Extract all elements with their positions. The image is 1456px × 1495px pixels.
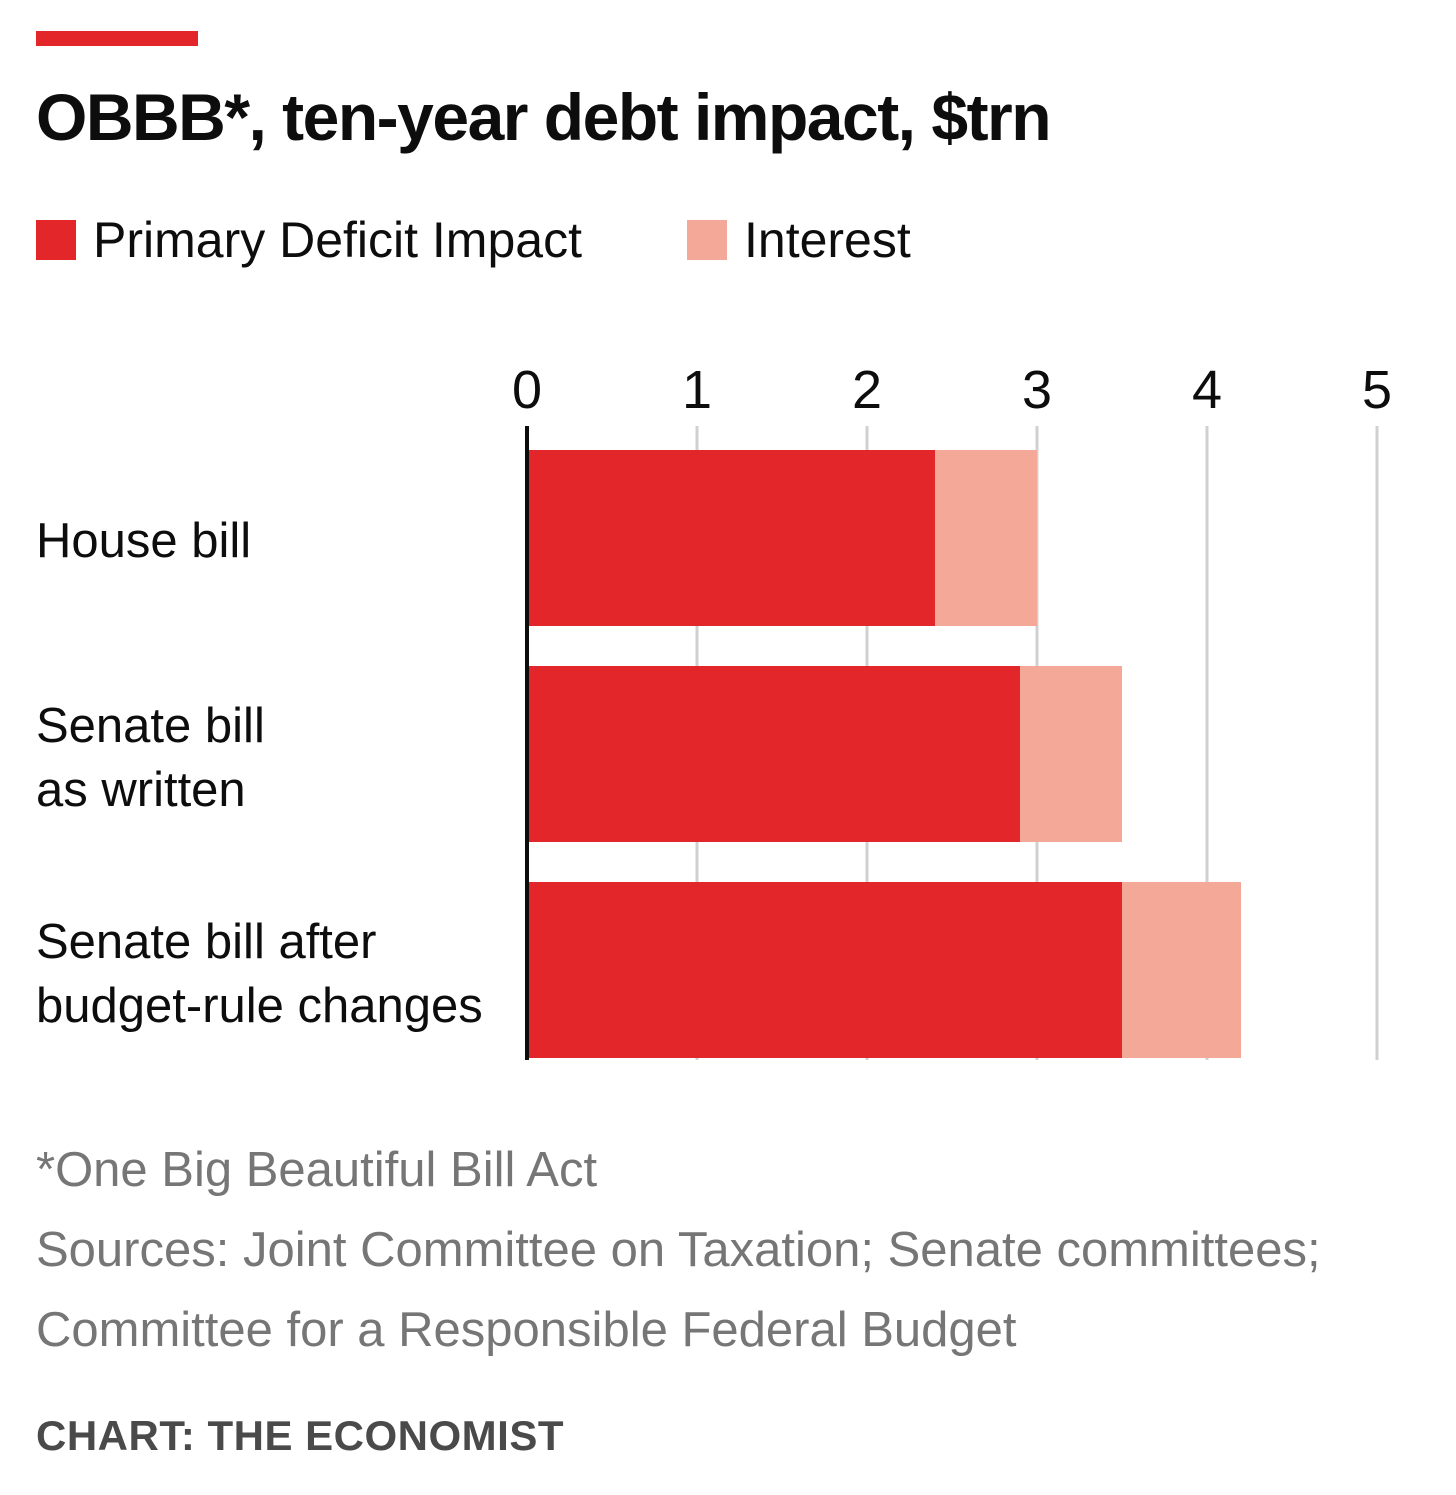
x-tick-label: 1 [682,360,712,420]
bar-primary [527,666,1020,842]
bar-interest [935,450,1037,626]
x-tick-label: 5 [1362,360,1392,420]
category-label-line: Senate bill [36,699,265,753]
category-label-line: as written [36,763,246,817]
legend-label-primary: Primary Deficit Impact [93,212,582,268]
bar-primary [527,450,935,626]
accent-bar [36,31,198,46]
legend-swatch-primary [36,220,76,260]
category-label-senate-written: Senate bill as written [36,694,265,822]
legend-swatch-interest [687,220,727,260]
bar-interest [1020,666,1122,842]
category-label-line: Senate bill after [36,915,377,969]
category-label-line: House bill [36,514,252,568]
category-label-senate-changes: Senate bill after budget-rule changes [36,910,483,1038]
x-tick-label: 4 [1192,360,1222,420]
category-label-house: House bill [36,509,251,573]
chart-credit: CHART: THE ECONOMIST [36,1412,564,1459]
bar-interest [1122,882,1241,1058]
bar-chart: 0 1 2 3 4 5 [512,360,1392,1060]
footnote: *One Big Beautiful Bill Act [36,1143,598,1197]
legend-label-interest: Interest [744,212,911,268]
category-label-line: budget-rule changes [36,979,483,1033]
x-tick-label: 0 [512,360,542,420]
bar-primary [527,882,1122,1058]
x-tick-label: 2 [852,360,882,420]
sources-line-1: Sources: Joint Committee on Taxation; Se… [36,1223,1321,1277]
sources-line-2: Committee for a Responsible Federal Budg… [36,1303,1017,1357]
x-tick-label: 3 [1022,360,1052,420]
chart-title: OBBB*, ten-year debt impact, $trn [36,80,1052,154]
